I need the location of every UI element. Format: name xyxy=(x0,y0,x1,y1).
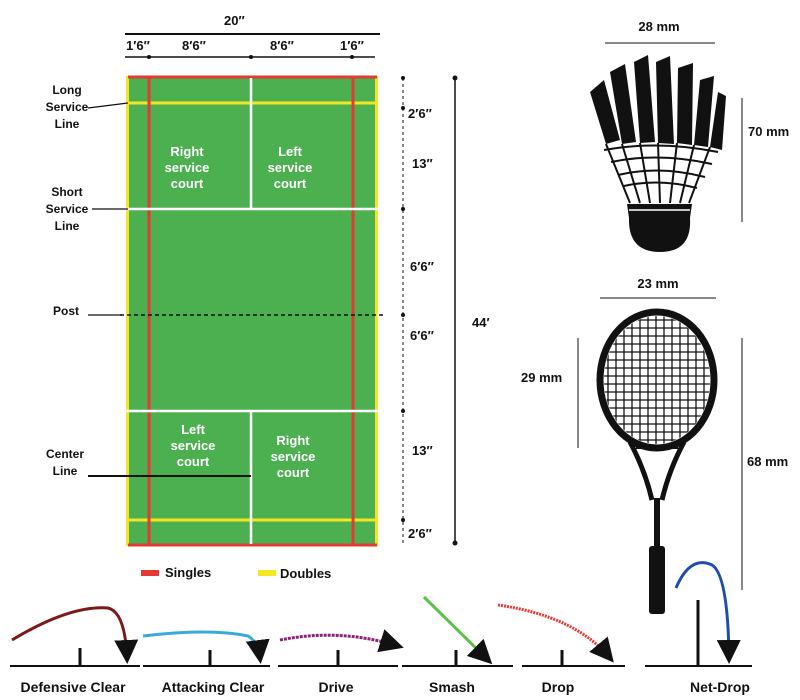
singles-legend-label: Singles xyxy=(165,565,211,580)
racket-length-label: 68 mm xyxy=(747,454,788,469)
attacking-clear-trajectory xyxy=(142,630,270,664)
post-label: Post xyxy=(53,304,79,318)
drive-label: Drive xyxy=(318,679,353,695)
shuttlecock: 28 mm 70 xyxy=(590,19,789,252)
short-service-label-2: Service xyxy=(46,202,89,216)
attacking-clear-label: Attacking Clear xyxy=(162,679,265,695)
length-segment-2: 13″ xyxy=(412,156,433,171)
center-line-label-2: Line xyxy=(53,464,78,478)
court: 20″ 1′6″ 8′6″ 8′6″ 1′6″ Right service xyxy=(46,13,490,581)
top-left-court-label-3: court xyxy=(171,176,204,191)
doubles-sideline-right xyxy=(375,76,378,546)
shuttlecock-height-label: 70 mm xyxy=(748,124,789,139)
bottom-left-court-label-3: court xyxy=(177,454,210,469)
bottom-right-court-label-2: service xyxy=(271,449,316,464)
drop-label: Drop xyxy=(542,679,575,695)
net-drop-trajectory xyxy=(674,561,741,664)
short-service-label-3: Line xyxy=(55,219,80,233)
long-service-pointer xyxy=(87,102,129,109)
length-segment-6: 2′6″ xyxy=(408,526,432,541)
drive-trajectory xyxy=(279,629,404,653)
top-right-court-label-2: service xyxy=(268,160,313,175)
top-left-court-label-1: Right xyxy=(170,144,204,159)
width-segment-4: 1′6″ xyxy=(340,38,364,53)
attacking-clear-diagram: Attacking Clear xyxy=(142,630,270,695)
defensive-clear-label: Defensive Clear xyxy=(20,679,126,695)
top-right-court-label-1: Left xyxy=(278,144,303,159)
long-service-label-3: Line xyxy=(55,117,80,131)
shuttlecock-icon xyxy=(590,55,726,252)
racket-icon xyxy=(596,308,718,614)
smash-diagram: Smash xyxy=(402,595,513,695)
length-total: 44′ xyxy=(472,315,490,330)
racket-head-height-label: 29 mm xyxy=(521,370,562,385)
width-segment-3: 8′6″ xyxy=(270,38,294,53)
center-line-label-1: Center xyxy=(46,447,84,461)
length-segment-5: 13″ xyxy=(412,443,433,458)
tick-dot xyxy=(401,76,405,80)
defensive-clear-trajectory xyxy=(11,606,139,664)
length-segment-1: 2′6″ xyxy=(408,106,432,121)
tick-dot xyxy=(350,55,354,59)
drop-trajectory xyxy=(497,603,614,663)
doubles-legend-swatch xyxy=(258,570,276,576)
doubles-sideline-left xyxy=(126,76,129,546)
length-segment-3: 6′6″ xyxy=(410,259,434,274)
bottom-right-court-label-3: court xyxy=(277,465,310,480)
width-segment-2: 8′6″ xyxy=(182,38,206,53)
tick-dot xyxy=(401,207,405,211)
bottom-right-court-label-1: Right xyxy=(276,433,310,448)
tick-dot xyxy=(452,75,458,81)
singles-legend-swatch xyxy=(141,570,159,576)
tick-dot xyxy=(401,106,405,110)
drive-diagram: Drive xyxy=(278,629,404,695)
tick-dot xyxy=(147,55,151,59)
shots: Defensive Clear Attacking Clear Drive Sm… xyxy=(10,561,752,695)
top-left-court-label-2: service xyxy=(165,160,210,175)
defensive-clear-diagram: Defensive Clear xyxy=(10,606,140,695)
net-drop-label: Net-Drop xyxy=(690,679,750,695)
tick-dot xyxy=(401,313,405,317)
bottom-left-court-label-2: service xyxy=(171,438,216,453)
long-service-label-2: Service xyxy=(46,100,89,114)
short-service-label-1: Short xyxy=(51,185,82,199)
court-width-total: 20″ xyxy=(224,13,245,28)
length-segment-4: 6′6″ xyxy=(410,328,434,343)
net-drop-diagram: Net-Drop xyxy=(645,561,752,695)
shuttlecock-width-label: 28 mm xyxy=(638,19,679,34)
racket-head-width-label: 23 mm xyxy=(637,276,678,291)
racket: 23 mm 29 mm 68 mm xyxy=(521,276,788,614)
tick-dot xyxy=(249,55,253,59)
tick-dot xyxy=(401,518,405,522)
tick-dot xyxy=(452,540,458,546)
long-service-label-1: Long xyxy=(52,83,81,97)
top-right-court-label-3: court xyxy=(274,176,307,191)
bottom-left-court-label-1: Left xyxy=(181,422,206,437)
width-segment-1: 1′6″ xyxy=(126,38,150,53)
tick-dot xyxy=(401,409,405,413)
doubles-legend-label: Doubles xyxy=(280,566,331,581)
smash-trajectory xyxy=(422,595,493,665)
smash-label: Smash xyxy=(429,679,475,695)
drop-diagram: Drop xyxy=(497,603,625,695)
